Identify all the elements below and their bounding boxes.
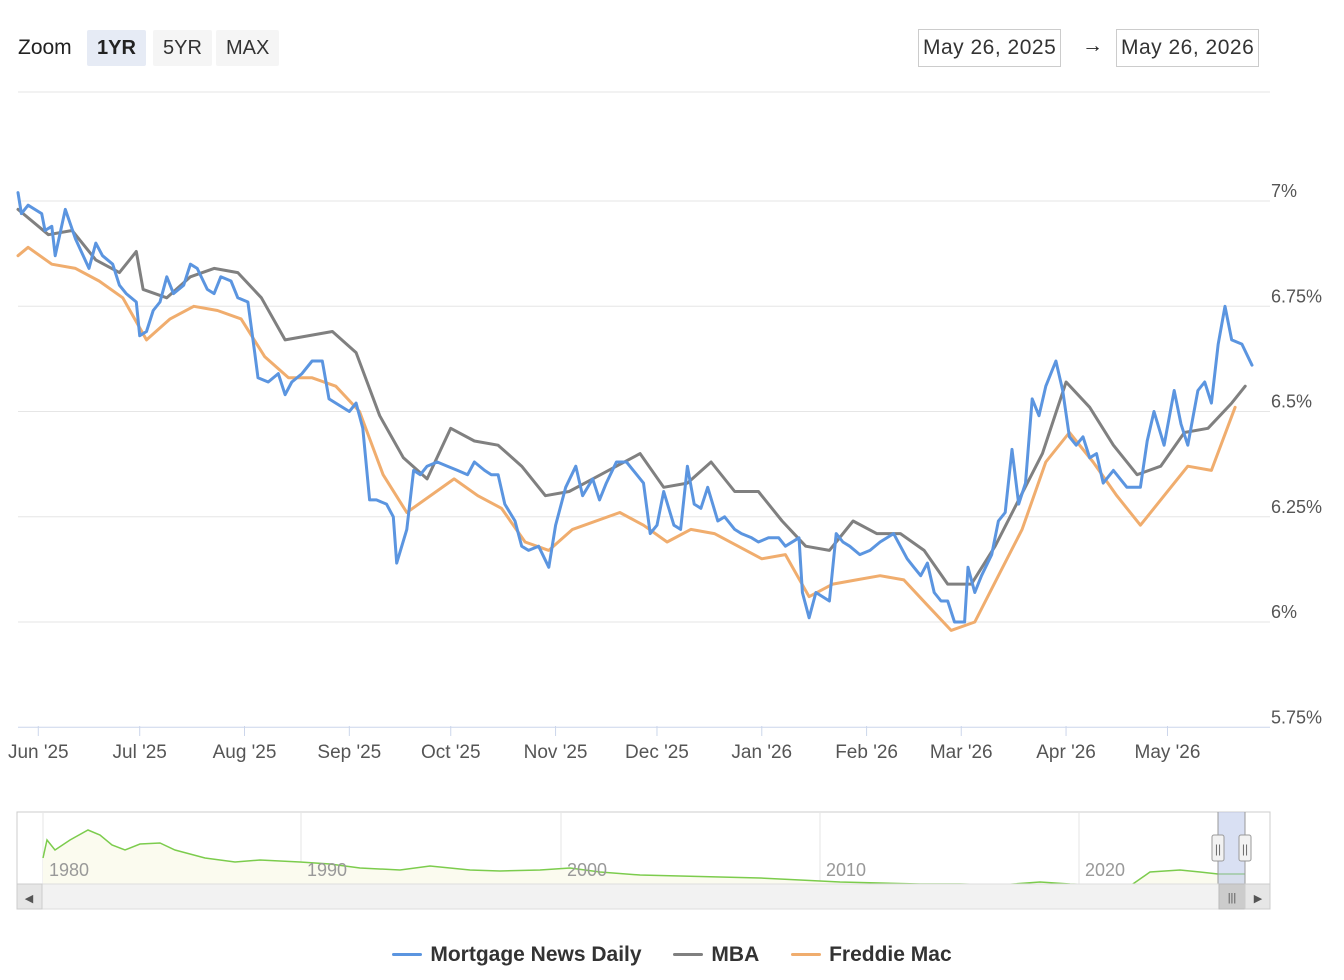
- series-line-freddie[interactable]: [16, 245, 1237, 632]
- scroll-right-icon: ▶: [1254, 893, 1263, 905]
- x-tick-label: Aug '25: [213, 742, 277, 763]
- zoom-max-button[interactable]: MAX: [216, 30, 280, 66]
- zoom-label: Zoom: [18, 36, 72, 59]
- navigator-year-label: 1990: [307, 860, 347, 880]
- legend-swatch-mnd: [392, 953, 423, 956]
- y-tick-label: 6%: [1271, 602, 1297, 622]
- from-date-input[interactable]: May 26, 2025: [918, 29, 1062, 67]
- y-tick-label: 6.25%: [1271, 497, 1322, 517]
- navigator-left-handle[interactable]: ||: [1211, 834, 1225, 862]
- x-tick-label: Mar '26: [930, 742, 993, 763]
- legend-item-mba[interactable]: MBA: [673, 943, 759, 967]
- navigator-year-label: 2010: [826, 860, 866, 880]
- legend-item-mnd[interactable]: Mortgage News Daily: [392, 942, 642, 967]
- x-tick-label: Jul '25: [113, 742, 167, 763]
- navigator-year-label: 2000: [567, 860, 607, 880]
- scrollbar-track[interactable]: [16, 883, 1271, 910]
- x-tick-label: Sep '25: [317, 742, 381, 763]
- x-tick-label: Dec '25: [625, 742, 689, 763]
- mortgage-rate-chart: Jun '25 Jul '25 Aug '25 Sep '25 Oct '25 Nov '…: [8, 91, 1322, 763]
- x-tick-label: Feb '26: [835, 742, 898, 763]
- navigator-area: [43, 830, 1245, 886]
- x-tick-label: Oct '25: [421, 742, 481, 763]
- legend-swatch-freddie: [791, 953, 822, 956]
- zoom-5yr-button[interactable]: 5YR: [153, 30, 212, 66]
- x-tick-label: Apr '26: [1036, 742, 1096, 763]
- chart-legend: Mortgage News Daily MBA Freddie Mac: [0, 938, 1344, 967]
- series-line-mba[interactable]: [16, 207, 1247, 586]
- date-range-arrow: →: [1082, 34, 1103, 57]
- legend-label-mba: MBA: [711, 942, 760, 966]
- legend-swatch-mba: [673, 953, 704, 956]
- legend-label-mnd: Mortgage News Daily: [430, 942, 642, 966]
- scroll-right-button[interactable]: [1244, 883, 1271, 910]
- zoom-1yr-button[interactable]: 1YR: [87, 30, 146, 66]
- y-tick-label: 5.75%: [1271, 707, 1322, 727]
- y-tick-label: 6.5%: [1271, 392, 1312, 412]
- navigator-right-handle[interactable]: ||: [1238, 834, 1252, 862]
- x-tick-label: Nov '25: [524, 742, 588, 763]
- scroll-left-icon: ◀: [25, 893, 34, 905]
- x-tick-label: Jan '26: [731, 742, 792, 763]
- navigator[interactable]: 1980 1990 2000 2010 2020 || || ◀ ||| ▶: [0, 800, 1344, 920]
- legend-item-freddie[interactable]: Freddie Mac: [791, 943, 952, 967]
- navigator-year-label: 1980: [49, 860, 89, 880]
- x-tick-label: Jun '25: [8, 742, 69, 763]
- to-date-input[interactable]: May 26, 2026: [1116, 29, 1260, 67]
- legend-label-freddie: Freddie Mac: [829, 942, 952, 966]
- y-tick-label: 6.75%: [1271, 286, 1322, 306]
- navigator-left-handle-grip: ||: [1215, 842, 1221, 856]
- x-tick-label: May '26: [1135, 742, 1201, 763]
- y-tick-label: 7%: [1271, 181, 1297, 201]
- series-line-mnd[interactable]: [16, 191, 1254, 624]
- navigator-right-handle-grip: ||: [1242, 842, 1248, 856]
- navigator-year-label: 2020: [1085, 860, 1125, 880]
- scroll-left-button[interactable]: [16, 883, 43, 910]
- scrollbar-thumb-grip: |||: [1228, 892, 1237, 904]
